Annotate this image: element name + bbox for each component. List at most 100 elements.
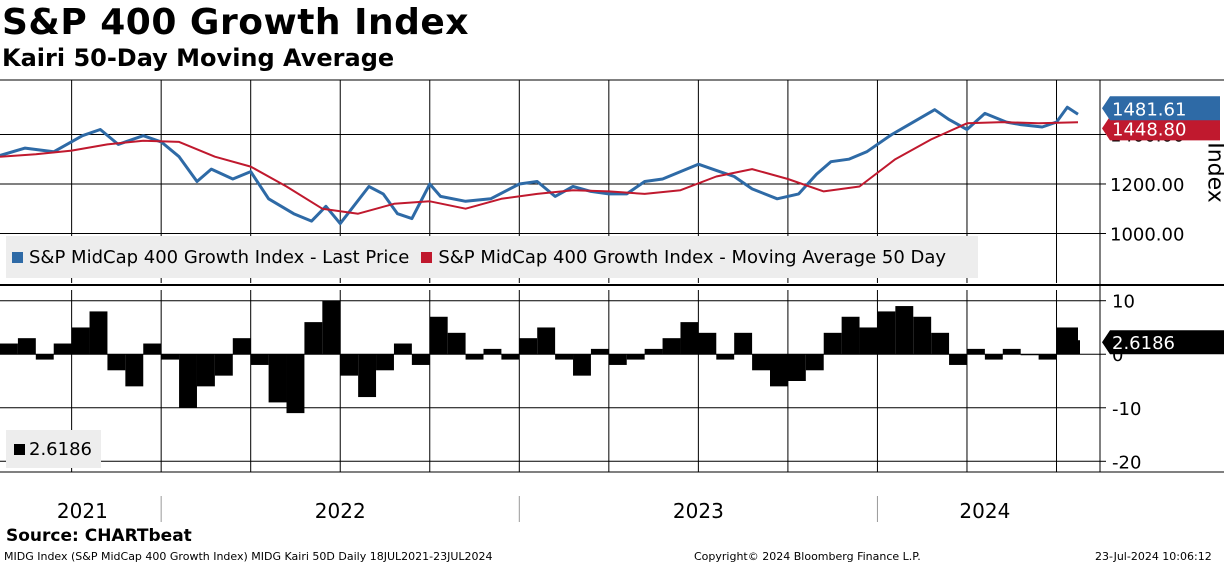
kairi-bar (322, 300, 341, 355)
kairi-value-label: 2.6186 (1112, 333, 1175, 354)
kairi-bar (340, 354, 359, 376)
kairi-bar (787, 354, 806, 381)
legend-swatch-kairi (14, 443, 25, 455)
y-tick-label: -20 (1112, 452, 1141, 473)
kairi-bar (949, 354, 967, 365)
legend-label-kairi: 2.6186 (29, 438, 92, 460)
kairi-bar (483, 348, 502, 355)
kairi-bar (286, 354, 305, 414)
kairi-bar (590, 348, 609, 355)
lower-plot (0, 300, 1080, 414)
x-tick-label: 2023 (673, 499, 724, 523)
kairi-bar (250, 354, 269, 365)
kairi-bar (823, 332, 842, 355)
legend-swatch-price (12, 251, 23, 263)
kairi-bar (805, 354, 824, 371)
kairi-bar (555, 354, 574, 360)
y-tick-label: -10 (1112, 399, 1141, 420)
price-line (0, 105, 1079, 226)
y-axis-title: Index (1202, 142, 1224, 203)
kairi-bar (662, 338, 681, 355)
kairi-bar (608, 354, 627, 365)
kairi-bar (519, 338, 538, 355)
x-tick-label: 2022 (315, 499, 366, 523)
kairi-bar (89, 311, 108, 355)
kairi-value-callout (1102, 330, 1224, 355)
kairi-bar (179, 354, 197, 408)
kairi-bar (1020, 354, 1039, 356)
kairi-bar (125, 354, 144, 387)
kairi-bar (376, 354, 394, 371)
kairi-bar (268, 354, 287, 403)
kairi-bar (966, 348, 985, 355)
kairi-bar (752, 354, 770, 371)
footer-description: MIDG Index (S&P MidCap 400 Growth Index)… (4, 550, 493, 563)
kairi-bar (573, 354, 591, 376)
price-value-callout (1102, 96, 1220, 121)
x-tick-label: 2021 (57, 499, 108, 523)
footer-timestamp: 23-Jul-2024 10:06:12 (1095, 550, 1212, 563)
kairi-bar (465, 354, 484, 360)
kairi-bar (913, 316, 932, 355)
kairi-bar (1056, 327, 1078, 355)
kairi-bar (859, 327, 878, 355)
kairi-bar (393, 343, 412, 355)
kairi-bar (501, 354, 520, 360)
kairi-bar (984, 354, 1003, 360)
legend-label-ma: S&P MidCap 400 Growth Index - Moving Ave… (438, 246, 947, 268)
chart-subtitle: Kairi 50-Day Moving Average (2, 44, 395, 72)
kairi-bar (161, 354, 180, 360)
kairi-bar (429, 316, 448, 355)
kairi-bar (196, 354, 215, 387)
kairi-bar (770, 354, 788, 387)
kairi-bar (895, 306, 914, 355)
kairi-bar (17, 338, 36, 355)
kairi-bar (1038, 354, 1057, 360)
kairi-bar (232, 338, 251, 355)
kairi-bar (841, 316, 860, 355)
kairi-bar (0, 343, 18, 355)
ma-line (0, 121, 1079, 215)
ma-value-callout (1102, 116, 1220, 141)
kairi-bar (877, 311, 896, 355)
kairi-bar (411, 354, 430, 365)
legend-item-price[interactable]: S&P MidCap 400 Growth Index - Last Price (12, 247, 409, 268)
kairi-bar (931, 332, 950, 355)
kairi-bar (626, 354, 645, 360)
kairi-bar (35, 354, 54, 360)
y-tick-label: 0 (1112, 345, 1123, 366)
y-tick-label: 10 (1112, 292, 1135, 313)
kairi-bar (143, 343, 162, 355)
ma-value-label: 1448.80 (1112, 119, 1186, 140)
lower-grid (0, 290, 1100, 472)
kairi-bar (734, 332, 753, 355)
kairi-bar (680, 322, 699, 355)
source-note: Source: CHARTbeat (6, 526, 192, 546)
kairi-bar (1074, 340, 1080, 355)
price-value-label: 1481.61 (1112, 99, 1186, 120)
kairi-bar (71, 327, 90, 355)
y-tick-label: 1200.00 (1110, 175, 1184, 196)
upper-legend: S&P MidCap 400 Growth Index - Last Price… (6, 236, 978, 278)
upper-plot (0, 105, 1079, 226)
kairi-bar (107, 354, 126, 371)
kairi-bar (304, 322, 323, 355)
kairi-bar (537, 327, 556, 355)
kairi-bar (214, 354, 233, 376)
kairi-bar (53, 343, 72, 355)
x-tick-label: 2024 (959, 499, 1010, 523)
chart-title: S&P 400 Growth Index (2, 2, 470, 43)
legend-label-price: S&P MidCap 400 Growth Index - Last Price (29, 246, 410, 268)
axis-labels: 1000.001200.001400.00100-10-201448.80148… (57, 96, 1224, 523)
kairi-bar (1002, 348, 1021, 355)
kairi-bar (358, 354, 377, 398)
legend-item-ma[interactable]: S&P MidCap 400 Growth Index - Moving Ave… (421, 247, 946, 268)
kairi-bar (698, 332, 717, 355)
kairi-bar (447, 332, 466, 355)
y-tick-label: 1000.00 (1110, 224, 1184, 245)
kairi-bar (644, 348, 663, 355)
lower-legend: 2.6186 (6, 430, 101, 468)
axes (0, 79, 1224, 522)
kairi-bar (716, 354, 735, 360)
